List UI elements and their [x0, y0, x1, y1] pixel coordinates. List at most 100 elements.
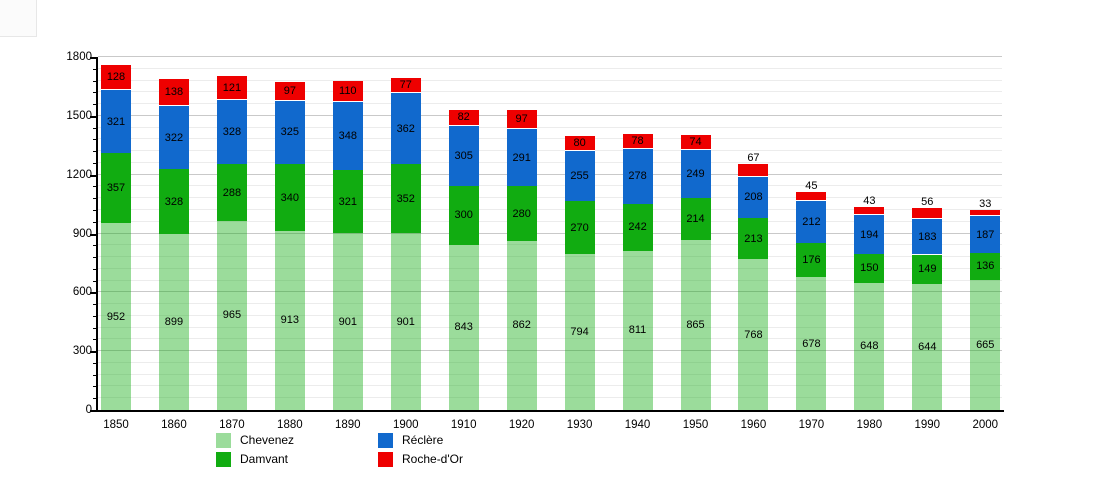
y-axis-tick — [93, 80, 96, 82]
segment-value-label: 901 — [396, 315, 415, 328]
segment-value-label: 843 — [454, 321, 473, 334]
legend-swatch-reclere — [378, 433, 393, 448]
segment-value-label: 328 — [222, 126, 242, 139]
chart-legend: Chevenez Damvant Réclère Roche-d'Or — [216, 431, 463, 469]
segment-value-label: 138 — [164, 86, 184, 99]
segment-value-label: 78 — [631, 134, 644, 147]
y-axis-label: 1500 — [66, 109, 92, 122]
gridline — [98, 185, 1002, 187]
gridline — [98, 91, 1002, 93]
x-axis-line — [96, 410, 1004, 412]
bar-segment-roche-dor: 67 — [738, 152, 769, 177]
segment-value-label: 255 — [570, 170, 589, 183]
gridline — [98, 397, 1002, 399]
bar-segment-chevenez: 952 — [101, 223, 131, 410]
bar-segment-damvant: 300 — [448, 185, 479, 245]
legend-item-reclere: Réclère — [378, 433, 463, 448]
bar-segment-chevenez: 862 — [506, 240, 537, 410]
bar-segment-roche-dor: 56 — [912, 196, 943, 219]
bar-segment-reclere: 255 — [564, 151, 595, 202]
segment-value-label: 208 — [744, 191, 763, 204]
bar-segment-roche-dor: 138 — [158, 79, 189, 107]
gridline — [98, 126, 1002, 128]
segment-value-label: 348 — [338, 130, 357, 143]
segment-value-label: 291 — [512, 151, 531, 164]
y-axis-tick — [93, 139, 96, 141]
bar-segment-roche-dor: 110 — [332, 80, 363, 103]
y-axis-label: 300 — [72, 345, 92, 358]
y-axis-label: 900 — [72, 227, 92, 240]
segment-value-label: 110 — [339, 84, 357, 97]
x-axis-label: 1980 — [856, 419, 883, 431]
segment-value-label: 665 — [976, 338, 995, 351]
y-axis-tick — [93, 209, 96, 211]
segment-value-label: 280 — [512, 207, 531, 220]
y-axis-tick — [90, 115, 96, 118]
segment-value-label: 45 — [805, 180, 818, 193]
segment-value-label: 288 — [222, 186, 242, 199]
legend-label: Roche-d'Or — [402, 452, 463, 466]
gridline — [98, 220, 1002, 222]
y-axis-tick — [93, 398, 96, 400]
segment-value-label: 97 — [283, 84, 296, 97]
segment-value-label: 340 — [280, 191, 300, 204]
gridline — [98, 303, 1002, 305]
gridline — [98, 385, 1002, 387]
segment-value-label: 952 — [106, 310, 126, 323]
bar-segment-damvant: 288 — [216, 164, 247, 221]
segment-value-label: 865 — [686, 319, 705, 332]
segment-value-label: 121 — [222, 81, 242, 94]
segment-value-label: 136 — [976, 260, 995, 273]
segment-value-label: 357 — [106, 182, 126, 195]
segment-value-label: 300 — [454, 209, 473, 222]
segment-value-label: 362 — [396, 122, 415, 135]
y-axis-tick — [90, 57, 96, 59]
bar-segment-chevenez: 678 — [796, 277, 827, 410]
gridline — [98, 314, 1002, 316]
segment-value-label: 352 — [396, 192, 415, 205]
gridline — [98, 161, 1002, 163]
legend-label: Réclère — [402, 433, 444, 447]
gridline — [98, 197, 1002, 199]
segment-value-label: 270 — [570, 221, 589, 234]
y-axis-tick — [93, 162, 96, 164]
segment-value-label: 212 — [802, 215, 821, 228]
bar-segment-chevenez: 665 — [970, 279, 1001, 410]
legend-swatch-roche-dor — [378, 452, 393, 467]
segment-value-label: 242 — [628, 221, 647, 234]
y-axis-tick — [93, 245, 96, 247]
x-axis-label: 1950 — [682, 419, 709, 431]
x-axis-label: 1850 — [103, 419, 129, 431]
bar-segment-damvant: 352 — [390, 164, 421, 234]
gridline — [98, 138, 1002, 140]
gridline — [98, 79, 1002, 81]
legend-swatch-damvant — [216, 452, 231, 467]
x-axis-label: 1880 — [277, 419, 303, 431]
segment-value-label: 214 — [686, 213, 705, 226]
bar-segment-chevenez: 865 — [680, 240, 711, 410]
y-axis-tick — [93, 186, 96, 188]
bar-segment-damvant: 270 — [564, 201, 595, 255]
y-axis-tick — [93, 104, 96, 106]
segment-value-label: 811 — [628, 324, 647, 337]
bar-segment-roche-dor: 82 — [448, 109, 479, 127]
gridline — [98, 256, 1002, 258]
y-axis-tick — [93, 68, 96, 70]
y-axis-tick — [90, 174, 96, 177]
y-axis-tick — [93, 151, 96, 153]
segment-value-label: 249 — [686, 167, 705, 180]
gridline — [98, 67, 1002, 69]
bar-segment-reclere: 325 — [274, 100, 305, 165]
x-axis-label: 1960 — [740, 419, 767, 431]
segment-value-label: 82 — [457, 111, 470, 124]
y-axis-tick — [93, 268, 96, 270]
bar-segment-chevenez: 913 — [274, 230, 305, 410]
segment-value-label: 150 — [860, 262, 879, 275]
gridline — [98, 232, 1002, 234]
y-axis-tick — [93, 127, 96, 129]
bar-segment-reclere: 328 — [216, 99, 247, 165]
x-axis-label: 1910 — [450, 419, 477, 431]
segment-value-label: 194 — [860, 228, 879, 241]
bar-segment-chevenez: 644 — [912, 283, 943, 410]
gridline — [98, 208, 1002, 210]
